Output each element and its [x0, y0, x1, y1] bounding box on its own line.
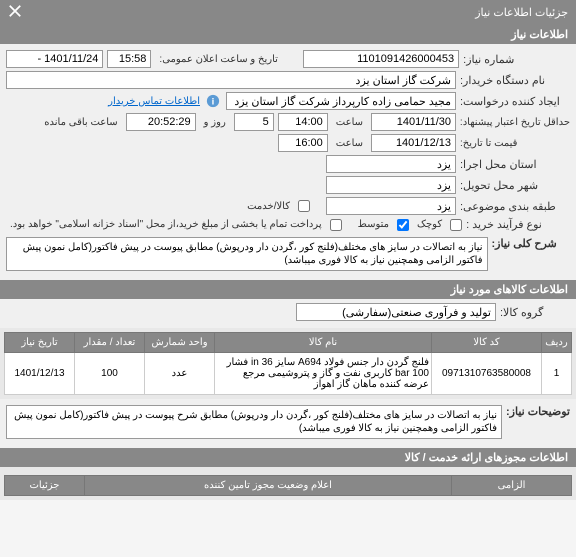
td-date: 1401/12/13: [5, 353, 75, 395]
saat-label-1: ساعت: [336, 117, 363, 128]
announce-date-label: تاریخ و ساعت اعلان عمومی:: [159, 54, 295, 65]
close-icon: [8, 4, 22, 18]
th-name: نام کالا: [215, 333, 432, 353]
th-unit: واحد شمارش: [145, 333, 215, 353]
low-checkbox[interactable]: [450, 219, 462, 231]
desc-value: نیاز به اتصالات در سایز های مختلف(فلنج ک…: [6, 237, 488, 271]
price-until-time: 16:00: [278, 134, 328, 152]
payment-note: پرداخت تمام یا بخشی از مبلغ خرید،از محل …: [10, 219, 322, 230]
section-permits-title: اطلاعات مجوزهای ارائه خدمت / کالا: [0, 448, 576, 467]
goods-table: ردیف کد کالا نام کالا واحد شمارش تعداد /…: [4, 332, 572, 395]
price-until-label: قیمت تا تاریخ:: [460, 138, 570, 149]
exec-province-value: یزد: [326, 155, 456, 173]
notes-label: توضیحات نیاز:: [506, 405, 570, 418]
process-label: نوع فرآیند خرید :: [466, 218, 570, 231]
remaining-value: 20:52:29: [126, 113, 196, 131]
goods-cb-label: کالا/خدمت: [247, 201, 290, 212]
exec-province-label: استان محل اجرا:: [460, 158, 570, 171]
info-icon: i: [206, 94, 220, 108]
delivery-city-label: شهر محل تحویل:: [460, 179, 570, 192]
deadline-date: 1401/11/30: [371, 113, 456, 131]
announce-time: 15:58: [107, 50, 151, 68]
permits-table: الزامی اعلام وضعیت مجوز تامین کننده جزئی…: [4, 475, 572, 496]
contact-link[interactable]: اطلاعات تماس خریدار: [108, 96, 200, 107]
days-value: 5: [234, 113, 274, 131]
header-bar: جزئیات اطلاعات نیاز: [0, 0, 576, 25]
th-idx: ردیف: [542, 333, 572, 353]
section-goods-title: اطلاعات کالاهای مورد نیاز: [0, 280, 576, 299]
section-info-title: اطلاعات نیاز: [0, 25, 576, 44]
td-name: فلنج گردن دار جنس فولاد A694 سایز 36 in …: [215, 353, 432, 395]
svg-text:i: i: [212, 97, 215, 108]
days-label: روز و: [204, 117, 226, 128]
th-mandatory: الزامی: [452, 476, 572, 496]
close-button[interactable]: [8, 4, 22, 21]
goods-table-wrap: ردیف کد کالا نام کالا واحد شمارش تعداد /…: [0, 328, 576, 399]
form-area: شماره نیاز: 1101091426000453 تاریخ و ساع…: [0, 44, 576, 280]
th-date: تاریخ نیاز: [5, 333, 75, 353]
buyer-org-label: نام دستگاه خریدار:: [460, 74, 570, 87]
requester-value: مجید حمامی زاده کارپرداز شرکت گاز استان …: [226, 92, 456, 110]
category-label: طبقه بندی موضوعی:: [460, 200, 570, 213]
goods-checkbox[interactable]: [298, 200, 310, 212]
requester-label: ایجاد کننده درخواست:: [460, 95, 570, 108]
price-until-date: 1401/12/13: [371, 134, 456, 152]
mid-cb-label: متوسط: [358, 219, 389, 230]
deadline-time: 14:00: [278, 113, 328, 131]
delivery-city-value: یزد: [326, 176, 456, 194]
th-code: کد کالا: [432, 333, 542, 353]
mid-checkbox[interactable]: [397, 219, 409, 231]
request-no-label: شماره نیاز:: [463, 53, 570, 66]
td-unit: عدد: [145, 353, 215, 395]
th-qty: تعداد / مقدار: [75, 333, 145, 353]
payment-checkbox[interactable]: [330, 219, 342, 231]
th-announce: اعلام وضعیت مجوز تامین کننده: [85, 476, 452, 496]
td-code: 0971310763580008: [432, 353, 542, 395]
table-row: 1 0971310763580008 فلنج گردن دار جنس فول…: [5, 353, 572, 395]
deadline-label: حداقل تاریخ اعتبار پیشنهاد:: [460, 117, 570, 128]
group-label: گروه کالا:: [500, 306, 570, 319]
td-qty: 100: [75, 353, 145, 395]
notes-value: نیاز به اتصالات در سایز های مختلف(فلنج ک…: [6, 405, 502, 439]
td-idx: 1: [542, 353, 572, 395]
desc-label: شرح کلی نیاز:: [492, 237, 571, 250]
buyer-org-value: شرکت گاز استان یزد: [6, 71, 456, 89]
saat-label-2: ساعت: [336, 138, 363, 149]
group-value: تولید و فرآوری صنعتی(سفارشی): [296, 303, 496, 321]
header-title: جزئیات اطلاعات نیاز: [475, 6, 568, 19]
request-no-value: 1101091426000453: [303, 50, 459, 68]
remaining-label: ساعت باقی مانده: [44, 117, 117, 128]
low-cb-label: کوچک: [417, 219, 442, 230]
category-value: یزد: [326, 197, 456, 215]
th-details: جزئیات: [5, 476, 85, 496]
announce-date: 1401/11/24 -: [6, 50, 103, 68]
